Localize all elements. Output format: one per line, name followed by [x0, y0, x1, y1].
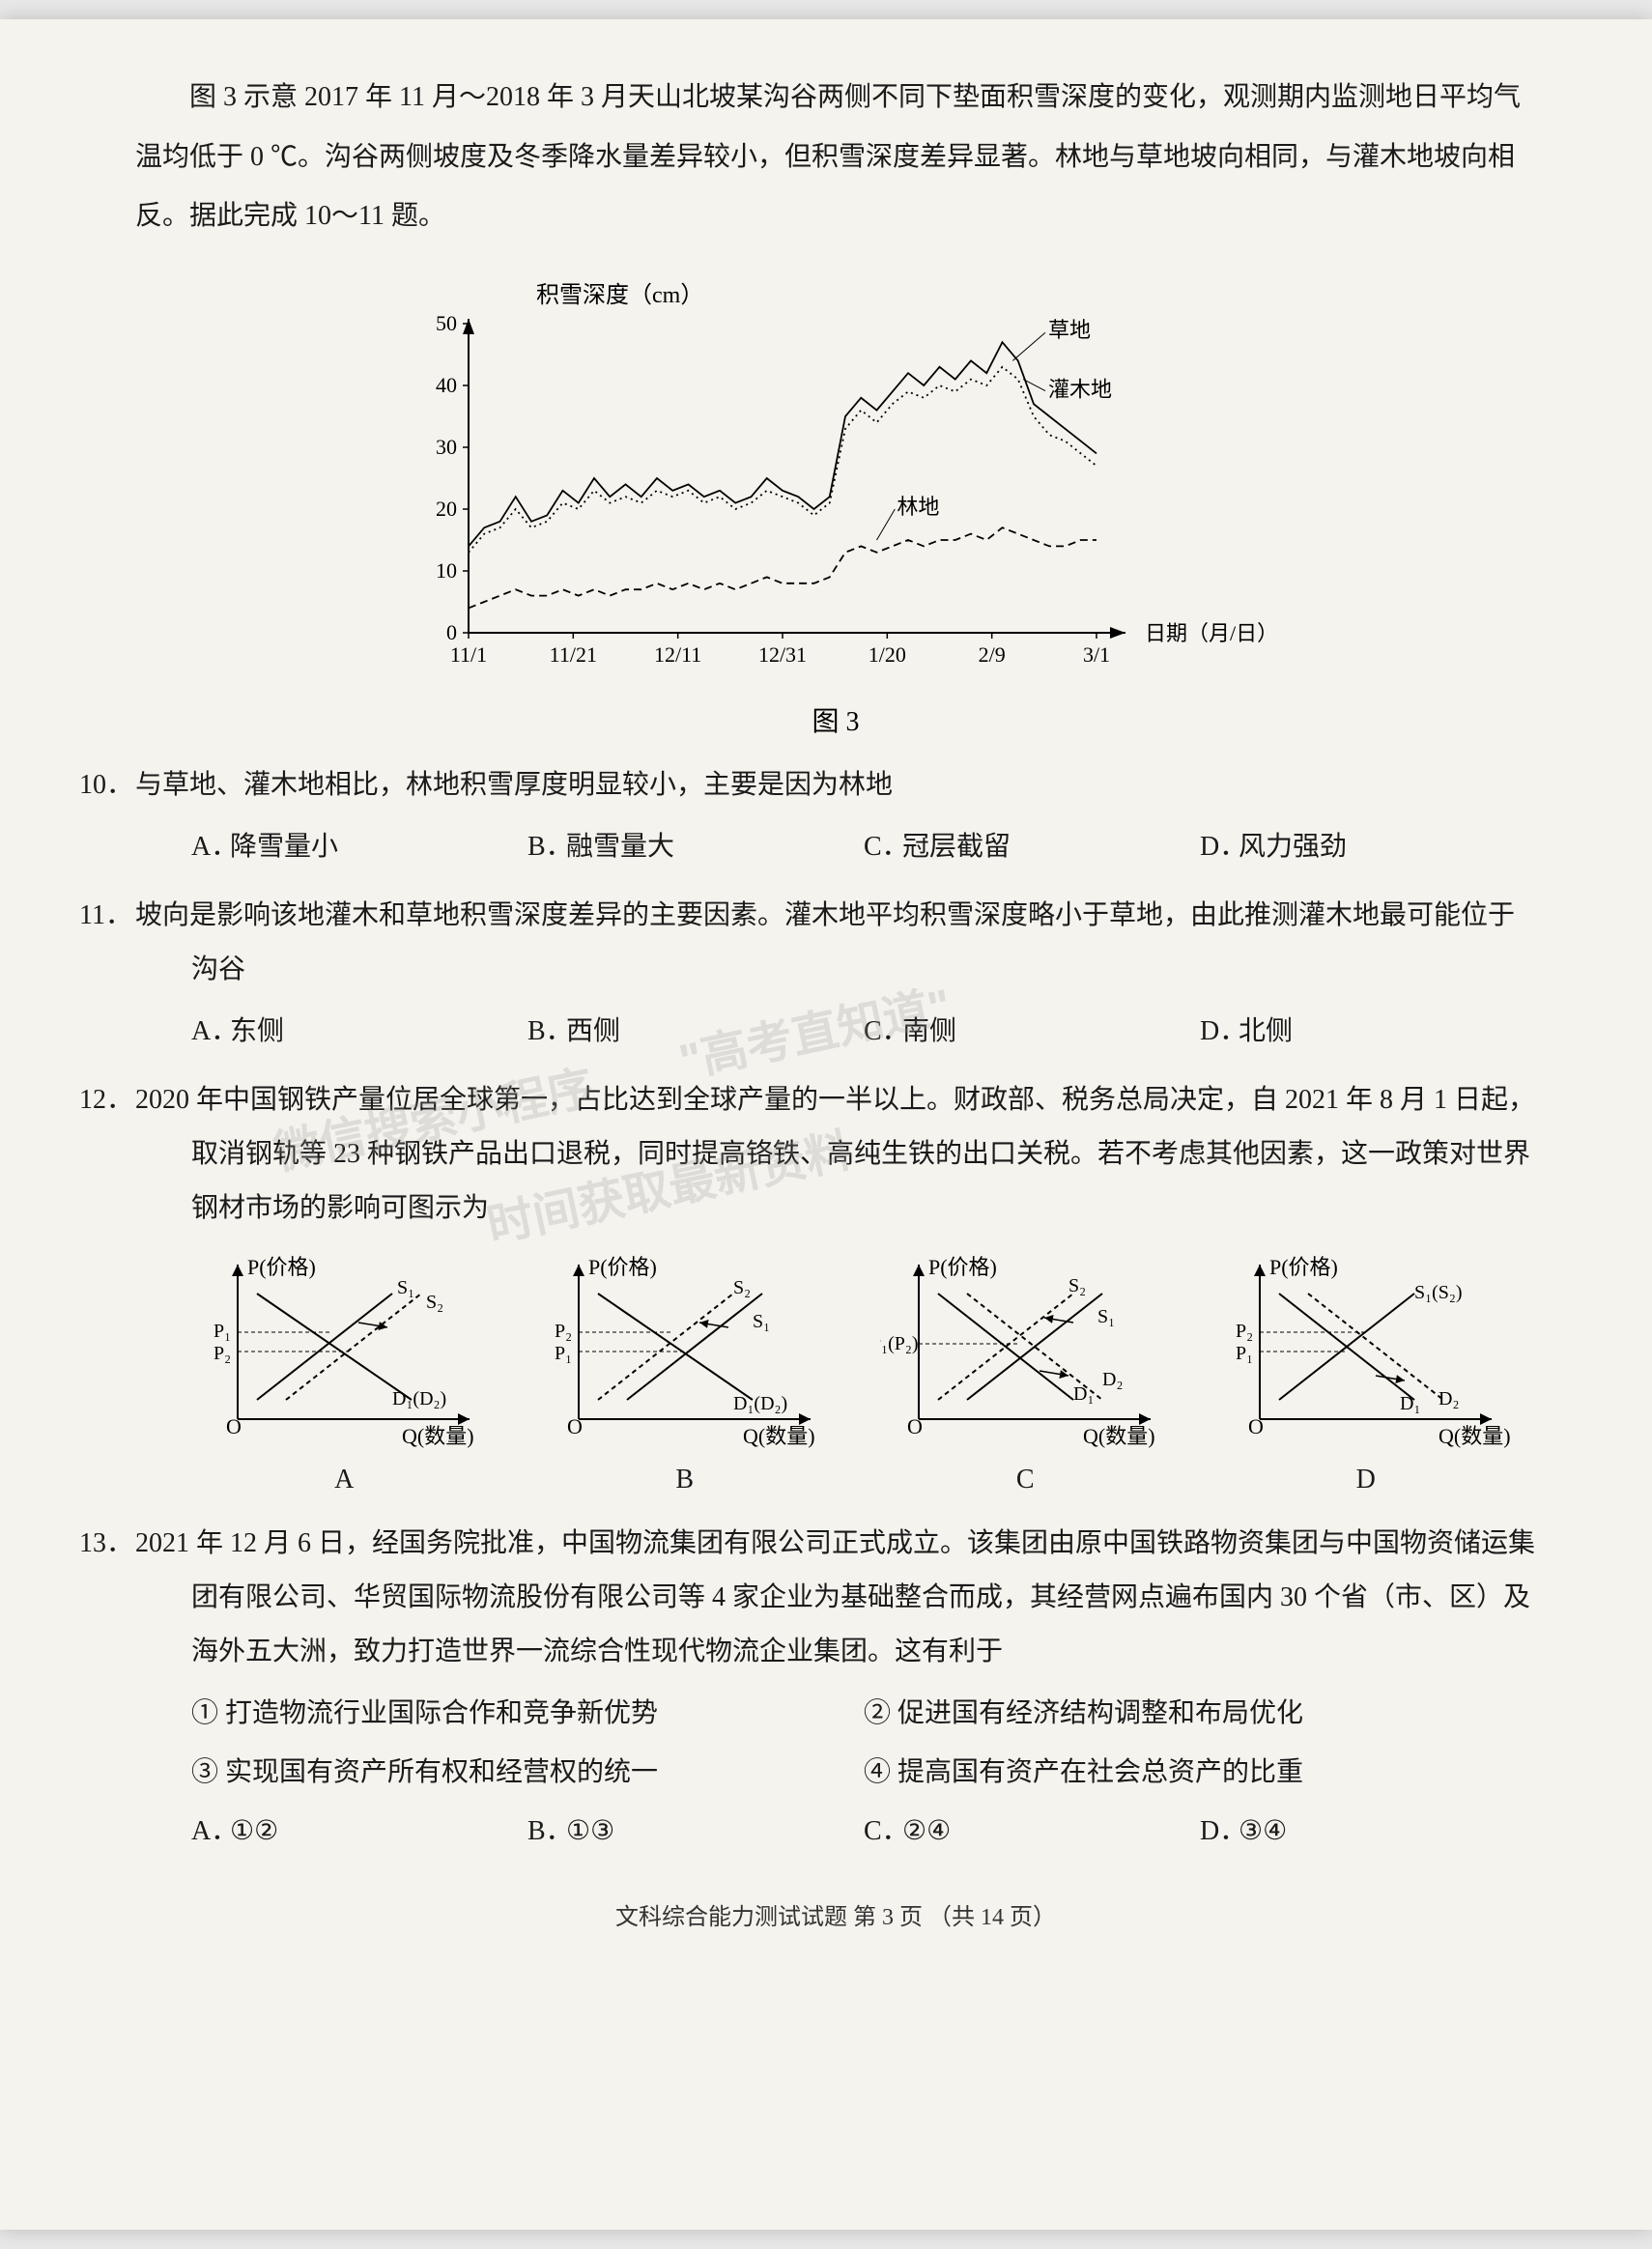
svg-text:P(价格): P(价格) — [588, 1255, 657, 1279]
svg-text:3/1: 3/1 — [1083, 642, 1110, 667]
q10-option-d: D．风力强劲 — [1200, 820, 1536, 874]
svg-text:11/21: 11/21 — [550, 642, 597, 667]
svg-text:P₁(P₂): P₁(P₂) — [880, 1333, 919, 1354]
svg-text:D₁: D₁ — [1400, 1393, 1420, 1414]
q13-stmt-4: ④ 提高国有资产在社会总资产的比重 — [864, 1746, 1536, 1800]
svg-text:D₂: D₂ — [1438, 1388, 1459, 1409]
svg-text:1/20: 1/20 — [869, 642, 906, 667]
question-12: 12．2020 年中国钢铁产量位居全球第一，占比达到全球产量的一半以上。财政部、… — [135, 1073, 1536, 1507]
q13-option-c: C．②④ — [864, 1805, 1200, 1859]
svg-text:20: 20 — [436, 497, 457, 521]
svg-text:2/9: 2/9 — [979, 642, 1006, 667]
svg-text:S₂: S₂ — [733, 1277, 751, 1298]
q11-text: 坡向是影响该地灌木和草地积雪深度差异的主要因素。灌木地平均积雪深度略小于草地，由… — [135, 900, 1515, 984]
q10-options: A．降雪量小 B．融雪量大 C．冠层截留 D．风力强劲 — [135, 820, 1536, 874]
svg-text:Q(数量): Q(数量) — [1083, 1424, 1155, 1448]
svg-text:P₁: P₁ — [555, 1343, 572, 1364]
q13-option-b: B．①③ — [527, 1805, 864, 1859]
question-13: 13．2021 年 12 月 6 日，经国务院批准，中国物流集团有限公司正式成立… — [135, 1517, 1536, 1859]
svg-text:S₂: S₂ — [426, 1292, 443, 1313]
line-chart-svg: 0 10 20 30 40 50 11/1 11/21 12/11 12/31 1/20 2/9 3/1… — [401, 314, 1270, 681]
econ-label-b: B — [540, 1453, 830, 1507]
svg-text:S₁: S₁ — [753, 1311, 770, 1332]
econ-chart-b-svg: P(价格) Q(数量) O S₁ S₂ D₁(D₂) P₂ P₁ — [540, 1255, 830, 1448]
q13-option-d: D．③④ — [1200, 1805, 1536, 1859]
q10-text: 与草地、灌木地相比，林地积雪厚度明显较小，主要是因为林地 — [135, 770, 893, 800]
q13-text: 2021 年 12 月 6 日，经国务院批准，中国物流集团有限公司正式成立。该集… — [135, 1528, 1535, 1666]
svg-text:S₁: S₁ — [1097, 1306, 1115, 1327]
svg-text:P₂: P₂ — [1236, 1321, 1253, 1342]
snow-depth-chart: 积雪深度（cm） 0 10 20 30 40 50 11/1 11/21 12/11 12/31 1… — [401, 275, 1270, 739]
econ-chart-a-svg: P(价格) Q(数量) O S₁ S₂ D₁(D₂) P₁ P₂ — [199, 1255, 489, 1448]
svg-text:P(价格): P(价格) — [247, 1255, 316, 1279]
svg-text:P₁: P₁ — [214, 1321, 231, 1342]
svg-text:P(价格): P(价格) — [1269, 1255, 1338, 1279]
svg-text:O: O — [567, 1414, 583, 1438]
econ-chart-d: P(价格) Q(数量) O S₁(S₂) D₁ D₂ P₂ P₁ D — [1221, 1255, 1511, 1507]
svg-text:O: O — [226, 1414, 242, 1438]
svg-text:Q(数量): Q(数量) — [743, 1424, 815, 1448]
svg-text:S₁: S₁ — [397, 1277, 414, 1298]
econ-chart-d-svg: P(价格) Q(数量) O S₁(S₂) D₁ D₂ P₂ P₁ — [1221, 1255, 1511, 1448]
svg-text:D₁(D₂): D₁(D₂) — [392, 1388, 446, 1409]
question-10: 10．与草地、灌木地相比，林地积雪厚度明显较小，主要是因为林地 A．降雪量小 B… — [135, 758, 1536, 874]
q11-options: A．东侧 B．西侧 C．南侧 D．北侧 — [135, 1005, 1536, 1059]
econ-chart-a: P(价格) Q(数量) O S₁ S₂ D₁(D₂) P₁ P₂ A — [199, 1255, 489, 1507]
question-11: 11．坡向是影响该地灌木和草地积雪深度差异的主要因素。灌木地平均积雪深度略小于草… — [135, 889, 1536, 1059]
econ-label-c: C — [880, 1453, 1170, 1507]
intro-paragraph: 图 3 示意 2017 年 11 月～2018 年 3 月天山北坡某沟谷两侧不同… — [135, 68, 1536, 246]
q11-option-a: A．东侧 — [191, 1005, 527, 1059]
svg-text:D₁(D₂): D₁(D₂) — [733, 1393, 787, 1414]
q12-text: 2020 年中国钢铁产量位居全球第一，占比达到全球产量的一半以上。财政部、税务总… — [135, 1085, 1535, 1223]
q10-option-a: A．降雪量小 — [191, 820, 527, 874]
q10-option-b: B．融雪量大 — [527, 820, 864, 874]
econ-label-d: D — [1221, 1453, 1511, 1507]
svg-text:D₁: D₁ — [1073, 1383, 1094, 1405]
svg-text:P₁: P₁ — [1236, 1343, 1253, 1364]
svg-text:O: O — [907, 1414, 923, 1438]
q13-option-a: A．①② — [191, 1805, 527, 1859]
q11-option-b: B．西侧 — [527, 1005, 864, 1059]
exam-page: 图 3 示意 2017 年 11 月～2018 年 3 月天山北坡某沟谷两侧不同… — [0, 19, 1652, 2230]
svg-text:P₂: P₂ — [214, 1343, 231, 1364]
svg-text:Q(数量): Q(数量) — [1438, 1424, 1511, 1448]
svg-text:Q(数量): Q(数量) — [402, 1424, 474, 1448]
q13-options: A．①② B．①③ C．②④ D．③④ — [135, 1805, 1536, 1859]
econ-label-a: A — [199, 1453, 489, 1507]
page-footer: 文科综合能力测试试题 第 3 页 （共 14 页） — [135, 1897, 1536, 1931]
econ-chart-c-svg: P(价格) Q(数量) O S₁ S₂ D₁ D₂ P₁(P₂) — [880, 1255, 1170, 1448]
svg-text:50: 50 — [436, 314, 457, 335]
svg-text:12/31: 12/31 — [758, 642, 807, 667]
q13-stmt-3: ③ 实现国有资产所有权和经营权的统一 — [191, 1746, 864, 1800]
chart-caption: 图 3 — [401, 700, 1270, 739]
q10-option-c: C．冠层截留 — [864, 820, 1200, 874]
q11-option-c: C．南侧 — [864, 1005, 1200, 1059]
econ-chart-b: P(价格) Q(数量) O S₁ S₂ D₁(D₂) P₂ P₁ B — [540, 1255, 830, 1507]
svg-text:30: 30 — [436, 435, 457, 459]
q13-statements: ① 打造物流行业国际合作和竞争新优势 ② 促进国有经济结构调整和布局优化 ③ 实… — [135, 1687, 1536, 1800]
q11-option-d: D．北侧 — [1200, 1005, 1536, 1059]
chart-y-axis-label: 积雪深度（cm） — [536, 275, 1270, 309]
svg-text:灌木地: 灌木地 — [1048, 377, 1112, 401]
svg-text:P₂: P₂ — [555, 1321, 572, 1342]
svg-text:0: 0 — [446, 620, 457, 644]
svg-text:S₁(S₂): S₁(S₂) — [1414, 1282, 1463, 1303]
svg-text:林地: 林地 — [897, 495, 939, 519]
q12-econ-charts: P(价格) Q(数量) O S₁ S₂ D₁(D₂) P₁ P₂ A — [174, 1255, 1536, 1507]
svg-text:P(价格): P(价格) — [928, 1255, 997, 1279]
svg-text:40: 40 — [436, 373, 457, 397]
svg-text:草地: 草地 — [1048, 318, 1091, 342]
svg-text:10: 10 — [436, 558, 457, 583]
svg-text:O: O — [1248, 1414, 1264, 1438]
svg-text:日期（月/日）: 日期（月/日） — [1145, 621, 1270, 645]
svg-text:12/11: 12/11 — [654, 642, 701, 667]
svg-text:S₂: S₂ — [1068, 1275, 1086, 1296]
q13-stmt-1: ① 打造物流行业国际合作和竞争新优势 — [191, 1687, 864, 1741]
econ-chart-c: P(价格) Q(数量) O S₁ S₂ D₁ D₂ P₁(P₂) C — [880, 1255, 1170, 1507]
svg-text:D₂: D₂ — [1102, 1369, 1123, 1390]
svg-text:11/1: 11/1 — [450, 642, 487, 667]
q13-stmt-2: ② 促进国有经济结构调整和布局优化 — [864, 1687, 1536, 1741]
